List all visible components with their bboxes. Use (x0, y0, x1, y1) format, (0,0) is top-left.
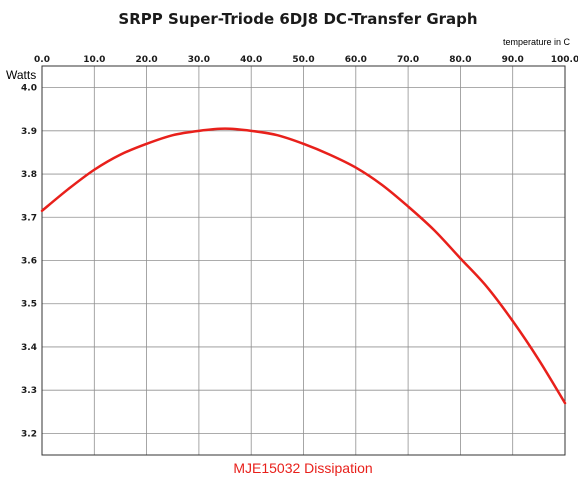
series-group (40, 127, 567, 405)
y-tick-label: 3.2 (21, 429, 37, 439)
y-tick-label: 3.6 (21, 257, 37, 267)
x-tick-label: 10.0 (83, 55, 105, 65)
grid (42, 66, 565, 455)
y-tick-label: 3.4 (21, 343, 37, 353)
x-tick-labels: 0.0 10.0 20.0 30.0 40.0 50.0 60.0 70.0 80.0 90.0 1… (34, 55, 578, 65)
plot-frame (41, 65, 566, 456)
y-tick-labels: 4.0 3.9 3.8 3.7 3.6 3.5 3.4 3.3 3.2 (21, 84, 37, 440)
chart-caption: MJE15032 Dissipation (233, 460, 372, 476)
series-line (40, 127, 567, 405)
x-tick-label: 50.0 (292, 55, 314, 65)
y-axis-label: Watts (6, 68, 36, 82)
y-tick-label: 3.9 (21, 127, 37, 137)
y-tick-label: 4.0 (21, 84, 37, 94)
x-tick-label: 30.0 (188, 55, 210, 65)
x-tick-label: 100.0 (551, 55, 578, 65)
x-tick-label: 60.0 (345, 55, 367, 65)
y-tick-label: 3.8 (21, 170, 37, 180)
x-tick-label: 40.0 (240, 55, 262, 65)
chart-title: SRPP Super-Triode 6DJ8 DC-Transfer Graph (118, 10, 477, 28)
x-tick-label: 70.0 (397, 55, 419, 65)
x-axis-label: temperature in C (503, 37, 571, 47)
x-tick-label: 90.0 (502, 55, 524, 65)
y-tick-label: 3.5 (21, 300, 37, 310)
x-tick-label: 20.0 (135, 55, 157, 65)
y-tick-label: 3.7 (21, 213, 37, 223)
y-tick-label: 3.3 (21, 386, 37, 396)
x-tick-label: 80.0 (449, 55, 471, 65)
x-tick-label: 0.0 (34, 55, 50, 65)
